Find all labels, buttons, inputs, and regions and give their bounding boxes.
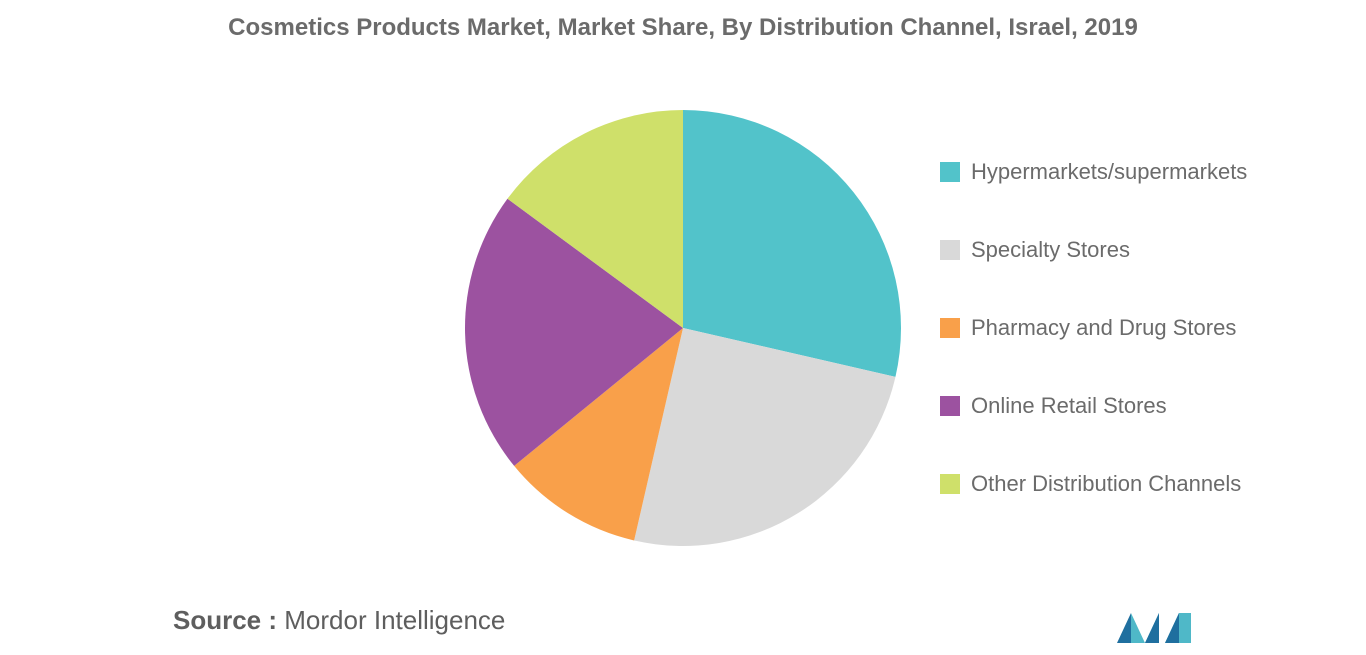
pie-slice-pharmacy-and-drug-stores: [514, 328, 683, 541]
legend-item: Specialty Stores: [940, 233, 1247, 311]
legend-label: Pharmacy and Drug Stores: [971, 315, 1237, 340]
legend-swatch: [940, 396, 960, 416]
legend-label: Other Distribution Channels: [971, 471, 1242, 496]
mordor-intelligence-logo-icon: [1117, 613, 1191, 643]
legend-swatch: [940, 162, 960, 182]
source-label: Source :: [173, 605, 278, 635]
legend-item: Pharmacy and Drug Stores: [940, 311, 1247, 389]
source-text: Mordor Intelligence: [284, 605, 506, 635]
legend-swatch: [940, 318, 960, 338]
legend: Hypermarkets/supermarkets Specialty Store…: [940, 155, 1247, 545]
legend-item: Hypermarkets/supermarkets: [940, 155, 1247, 233]
legend-label: Hypermarkets/supermarkets: [971, 159, 1248, 184]
chart-title: Cosmetics Products Market, Market Share,…: [228, 14, 1138, 41]
pie-slice-specialty-stores: [634, 328, 896, 546]
legend-swatch: [940, 474, 960, 494]
legend-item: Other Distribution Channels: [940, 467, 1247, 545]
legend-item: Online Retail Stores: [940, 389, 1247, 467]
pie-chart: [465, 110, 901, 546]
pie-slice-other-distribution-channels: [507, 110, 683, 328]
source-line: Source : Mordor Intelligence: [173, 605, 505, 636]
legend-label: Specialty Stores: [971, 237, 1130, 262]
legend-swatch: [940, 240, 960, 260]
pie-slice-online-retail-stores: [465, 198, 683, 466]
legend-label: Online Retail Stores: [971, 393, 1167, 418]
pie-slice-hypermarkets-supermarkets: [683, 110, 901, 377]
